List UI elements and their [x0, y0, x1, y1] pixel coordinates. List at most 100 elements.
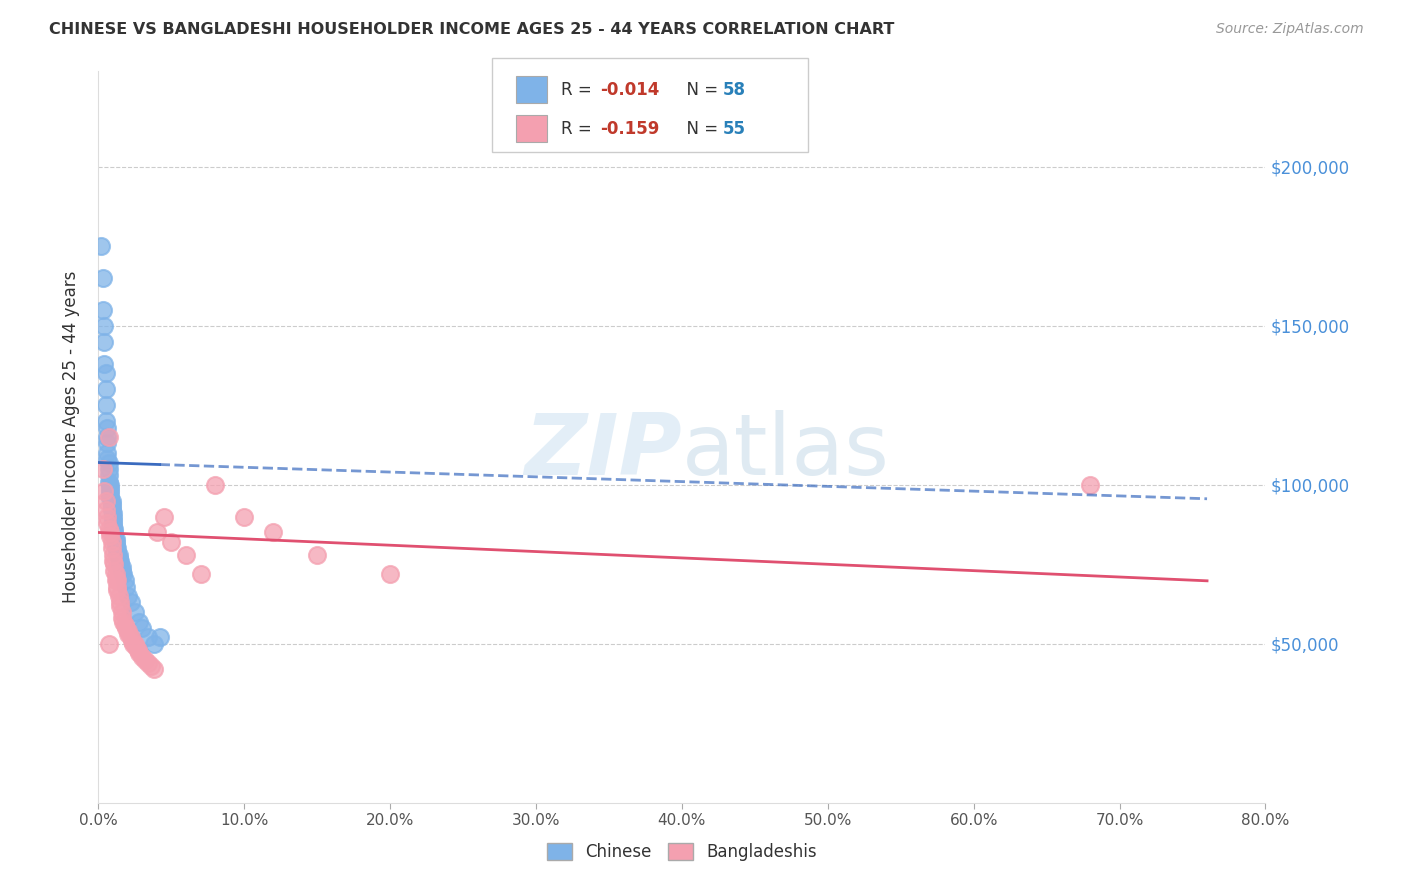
Point: [190, 566, 212, 581]
Point: [262, 525, 284, 540]
Point: [96, 446, 118, 460]
Text: -0.014: -0.014: [600, 80, 659, 98]
Point: [98, 491, 121, 505]
Point: [105, 573, 128, 587]
Point: [98, 525, 121, 540]
Point: [98, 487, 121, 501]
Point: [103, 522, 125, 536]
Point: [125, 640, 148, 654]
Point: [127, 643, 149, 657]
Point: [105, 541, 128, 556]
Point: [115, 580, 138, 594]
Point: [103, 525, 125, 540]
Point: [131, 621, 153, 635]
Point: [100, 535, 122, 549]
Point: [307, 548, 329, 562]
Point: [114, 573, 136, 587]
Point: [100, 493, 122, 508]
Point: [93, 318, 115, 333]
Point: [110, 554, 132, 568]
Point: [91, 462, 114, 476]
Point: [91, 302, 114, 317]
Point: [111, 605, 134, 619]
Point: [96, 436, 118, 450]
Point: [97, 475, 120, 489]
Legend: Chinese, Bangladeshis: Chinese, Bangladeshis: [540, 836, 824, 868]
Point: [104, 566, 127, 581]
Text: atlas: atlas: [682, 410, 890, 493]
Point: [108, 550, 131, 565]
Point: [110, 558, 132, 572]
Point: [105, 582, 128, 597]
Point: [93, 484, 115, 499]
Point: [120, 595, 142, 609]
Point: [100, 500, 122, 514]
Point: [96, 509, 118, 524]
Point: [146, 525, 169, 540]
Point: [128, 646, 150, 660]
Point: [204, 477, 226, 491]
Point: [97, 430, 120, 444]
Text: N =: N =: [676, 80, 724, 98]
Point: [120, 631, 142, 645]
Point: [139, 659, 162, 673]
Point: [110, 595, 132, 609]
Point: [100, 503, 122, 517]
Point: [104, 535, 127, 549]
Point: [96, 420, 118, 434]
Point: [111, 611, 134, 625]
Point: [96, 430, 118, 444]
Point: [94, 493, 117, 508]
Point: [100, 497, 122, 511]
Point: [98, 477, 121, 491]
Point: [136, 631, 159, 645]
Point: [103, 564, 125, 578]
Y-axis label: Householder Income Ages 25 - 44 years: Householder Income Ages 25 - 44 years: [62, 271, 80, 603]
Point: [94, 414, 117, 428]
Point: [1080, 477, 1102, 491]
Point: [101, 509, 124, 524]
Point: [91, 271, 114, 285]
Text: N =: N =: [676, 120, 724, 137]
Point: [108, 548, 131, 562]
Point: [117, 589, 139, 603]
Point: [153, 509, 176, 524]
Text: Source: ZipAtlas.com: Source: ZipAtlas.com: [1216, 22, 1364, 37]
Point: [97, 522, 120, 536]
Point: [128, 615, 150, 629]
Point: [110, 599, 132, 613]
Text: ZIP: ZIP: [524, 410, 682, 493]
Point: [101, 554, 124, 568]
Point: [134, 653, 156, 667]
Point: [97, 456, 120, 470]
Point: [93, 334, 115, 349]
Point: [98, 481, 121, 495]
Point: [104, 538, 127, 552]
Point: [160, 535, 183, 549]
Point: [94, 367, 117, 381]
Point: [117, 624, 139, 638]
Point: [174, 548, 197, 562]
Point: [105, 544, 128, 558]
Point: [233, 509, 256, 524]
Text: R =: R =: [561, 80, 598, 98]
Point: [142, 662, 165, 676]
Point: [104, 573, 127, 587]
Text: CHINESE VS BANGLADESHI HOUSEHOLDER INCOME AGES 25 - 44 YEARS CORRELATION CHART: CHINESE VS BANGLADESHI HOUSEHOLDER INCOM…: [49, 22, 894, 37]
Point: [108, 589, 131, 603]
Point: [124, 637, 146, 651]
Point: [97, 468, 120, 483]
Point: [94, 503, 117, 517]
Point: [101, 513, 124, 527]
Point: [115, 621, 138, 635]
Point: [97, 462, 120, 476]
Point: [94, 398, 117, 412]
Point: [122, 637, 145, 651]
Point: [96, 516, 118, 530]
Point: [105, 580, 128, 594]
Point: [94, 383, 117, 397]
Point: [97, 637, 120, 651]
Point: [98, 529, 121, 543]
Point: [103, 558, 125, 572]
Point: [131, 649, 153, 664]
